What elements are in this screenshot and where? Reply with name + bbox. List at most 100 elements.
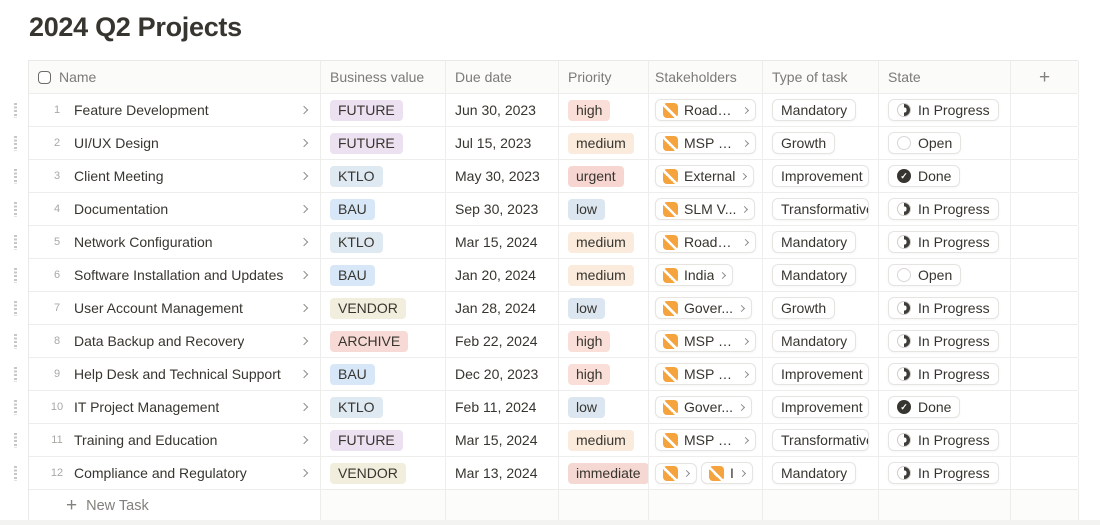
open-page-chevron-icon[interactable] (299, 336, 309, 346)
header-state[interactable]: State (879, 61, 1011, 93)
type-of-task-pill[interactable]: Growth (772, 132, 836, 154)
state-pill[interactable]: In Progress (888, 330, 999, 352)
state-cell[interactable]: In Progress (879, 94, 1011, 126)
priority-tag[interactable]: high (568, 363, 611, 385)
task-name[interactable]: Help Desk and Technical Support (74, 366, 281, 382)
priority-cell[interactable]: low (559, 391, 649, 423)
due-date-cell[interactable]: Mar 13, 2024 (446, 457, 559, 489)
priority-cell[interactable]: low (559, 193, 649, 225)
stakeholders-cell[interactable]: External (649, 160, 763, 192)
stakeholder-pill[interactable]: MSP S... (655, 330, 756, 352)
state-cell[interactable]: In Progress (879, 424, 1011, 456)
type-of-task-pill[interactable]: Improvement (772, 165, 869, 187)
stakeholders-cell[interactable]: Roads ... (649, 94, 763, 126)
name-cell[interactable]: 9 Help Desk and Technical Support (29, 358, 321, 390)
business-value-tag[interactable]: BAU (330, 264, 375, 286)
state-cell[interactable]: In Progress (879, 358, 1011, 390)
business-value-cell[interactable]: FUTURE (321, 94, 446, 126)
stakeholder-pill[interactable]: MSP S... (655, 132, 756, 154)
due-date-cell[interactable]: Feb 11, 2024 (446, 391, 559, 423)
stakeholders-cell[interactable]: MSP S... (649, 325, 763, 357)
priority-cell[interactable]: medium (559, 424, 649, 456)
state-pill[interactable]: Open (888, 264, 962, 286)
business-value-tag[interactable]: BAU (330, 198, 375, 220)
stakeholders-cell[interactable]: MSP S... (649, 127, 763, 159)
drag-handle-icon[interactable] (14, 301, 17, 316)
open-page-chevron-icon[interactable] (299, 303, 309, 313)
priority-cell[interactable]: high (559, 325, 649, 357)
due-date-cell[interactable]: May 30, 2023 (446, 160, 559, 192)
row-extra-cell[interactable] (1011, 94, 1079, 126)
type-of-task-cell[interactable]: Mandatory (763, 457, 879, 489)
type-of-task-pill[interactable]: Improvement (772, 396, 869, 418)
business-value-cell[interactable]: FUTURE (321, 127, 446, 159)
stakeholders-cell[interactable]: Roads ... (649, 226, 763, 258)
priority-cell[interactable]: urgent (559, 160, 649, 192)
task-name[interactable]: UI/UX Design (74, 135, 159, 151)
open-page-chevron-icon[interactable] (299, 435, 309, 445)
stakeholder-pill[interactable] (655, 462, 697, 484)
state-pill[interactable]: ✓ Done (888, 396, 961, 418)
header-type-of-task[interactable]: Type of task (763, 61, 879, 93)
row-extra-cell[interactable] (1011, 292, 1079, 324)
business-value-cell[interactable]: VENDOR (321, 292, 446, 324)
stakeholders-cell[interactable]: SLM V... (649, 193, 763, 225)
stakeholder-pill[interactable]: External (655, 165, 755, 187)
stakeholder-pill[interactable]: SLM V... (655, 198, 756, 220)
new-task-row[interactable]: + New Task (29, 490, 1079, 522)
header-due-date[interactable]: Due date (446, 61, 559, 93)
name-cell[interactable]: 5 Network Configuration (29, 226, 321, 258)
stakeholders-cell[interactable]: MSP S... (649, 358, 763, 390)
priority-cell[interactable]: medium (559, 127, 649, 159)
type-of-task-pill[interactable]: Mandatory (772, 264, 857, 286)
open-page-chevron-icon[interactable] (299, 270, 309, 280)
business-value-tag[interactable]: KTLO (330, 231, 383, 253)
due-date-cell[interactable]: Jan 28, 2024 (446, 292, 559, 324)
stakeholder-pill[interactable]: Gover... (655, 297, 753, 319)
drag-handle-icon[interactable] (14, 202, 17, 217)
state-pill[interactable]: In Progress (888, 198, 999, 220)
header-name[interactable]: Name (29, 61, 321, 93)
row-extra-cell[interactable] (1011, 325, 1079, 357)
priority-tag[interactable]: high (568, 99, 611, 121)
add-column-button[interactable]: + (1011, 61, 1079, 93)
business-value-cell[interactable]: KTLO (321, 226, 446, 258)
task-name[interactable]: IT Project Management (74, 399, 220, 415)
type-of-task-cell[interactable]: Growth (763, 292, 879, 324)
row-extra-cell[interactable] (1011, 193, 1079, 225)
state-pill[interactable]: In Progress (888, 231, 999, 253)
priority-tag[interactable]: medium (568, 264, 634, 286)
stakeholders-cell[interactable]: India (649, 259, 763, 291)
business-value-tag[interactable]: FUTURE (330, 429, 403, 451)
name-cell[interactable]: 12 Compliance and Regulatory (29, 457, 321, 489)
type-of-task-cell[interactable]: Improvement (763, 391, 879, 423)
business-value-cell[interactable]: VENDOR (321, 457, 446, 489)
stakeholder-pill[interactable]: Roads ... (655, 99, 756, 121)
stakeholders-cell[interactable]: I (649, 457, 763, 489)
business-value-tag[interactable]: VENDOR (330, 297, 406, 319)
priority-tag[interactable]: medium (568, 231, 634, 253)
open-page-chevron-icon[interactable] (299, 138, 309, 148)
task-name[interactable]: Network Configuration (74, 234, 213, 250)
business-value-tag[interactable]: VENDOR (330, 462, 406, 484)
state-cell[interactable]: ✓ Done (879, 391, 1011, 423)
drag-handle-icon[interactable] (14, 235, 17, 250)
open-page-chevron-icon[interactable] (299, 402, 309, 412)
type-of-task-pill[interactable]: Transformative (772, 198, 869, 220)
business-value-tag[interactable]: KTLO (330, 396, 383, 418)
due-date-cell[interactable]: Dec 20, 2023 (446, 358, 559, 390)
name-cell[interactable]: 8 Data Backup and Recovery (29, 325, 321, 357)
state-cell[interactable]: Open (879, 127, 1011, 159)
due-date-cell[interactable]: Jun 30, 2023 (446, 94, 559, 126)
business-value-tag[interactable]: ARCHIVE (330, 330, 409, 352)
due-date-cell[interactable]: Sep 30, 2023 (446, 193, 559, 225)
due-date-cell[interactable]: Feb 22, 2024 (446, 325, 559, 357)
task-name[interactable]: Training and Education (74, 432, 218, 448)
state-cell[interactable]: In Progress (879, 292, 1011, 324)
state-pill[interactable]: In Progress (888, 297, 999, 319)
new-task-button[interactable]: + New Task (29, 490, 321, 521)
type-of-task-cell[interactable]: Mandatory (763, 325, 879, 357)
business-value-tag[interactable]: KTLO (330, 165, 383, 187)
type-of-task-cell[interactable]: Mandatory (763, 94, 879, 126)
state-cell[interactable]: In Progress (879, 226, 1011, 258)
